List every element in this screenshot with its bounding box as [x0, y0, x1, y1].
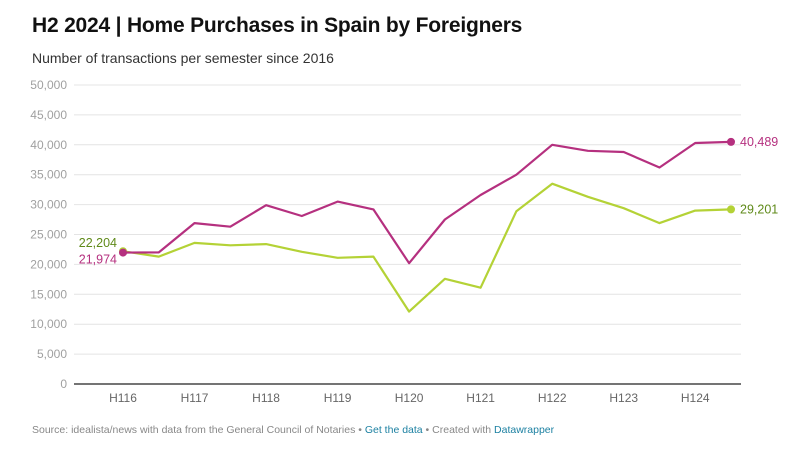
y-tick-label: 30,000 [30, 198, 67, 212]
y-tick-label: 15,000 [30, 287, 67, 301]
y-tick-label: 45,000 [30, 108, 67, 122]
series-line-0 [122, 140, 732, 265]
y-tick-label: 35,000 [30, 168, 67, 182]
x-tick-label: H122 [538, 391, 567, 405]
x-tick-label: H120 [395, 391, 424, 405]
y-tick-label: 40,000 [30, 138, 67, 152]
x-tick-label: H118 [252, 391, 280, 405]
end-value-label: 40,489 [740, 135, 778, 149]
y-tick-label: 50,000 [30, 78, 67, 92]
y-tick-label: 0 [60, 377, 67, 391]
x-tick-label: H121 [466, 391, 495, 405]
start-value-label: 21,974 [79, 253, 117, 267]
series-end-dot-0 [727, 137, 735, 146]
start-value-label: 22,204 [79, 236, 117, 250]
datawrapper-link[interactable]: Datawrapper [494, 424, 555, 436]
x-tick-label: H117 [181, 391, 209, 405]
get-the-data-link[interactable]: Get the data [364, 424, 423, 436]
chart-subtitle: Number of transactions per semester sinc… [32, 50, 334, 66]
end-value-label: 29,201 [740, 202, 778, 216]
separator: • [355, 424, 365, 436]
x-tick-label: H119 [324, 391, 352, 405]
created-with-text: Created with [432, 424, 495, 436]
x-tick-label: H124 [681, 391, 710, 405]
x-tick-label: H116 [109, 391, 137, 405]
series-line-1 [122, 182, 732, 313]
y-tick-label: 10,000 [30, 317, 67, 331]
chart-title: H2 2024 | Home Purchases in Spain by For… [32, 14, 523, 37]
source-text: Source: idealista/news with data from th… [32, 424, 356, 436]
series-start-dot-0 [119, 248, 127, 257]
y-tick-label: 20,000 [30, 257, 67, 271]
x-tick-label: H123 [609, 391, 638, 405]
chart-footer: Source: idealista/news with data from th… [32, 424, 554, 436]
y-tick-label: 25,000 [30, 228, 67, 242]
series-end-dot-1 [727, 205, 735, 214]
y-tick-label: 5,000 [37, 347, 67, 361]
separator: • [422, 424, 433, 436]
